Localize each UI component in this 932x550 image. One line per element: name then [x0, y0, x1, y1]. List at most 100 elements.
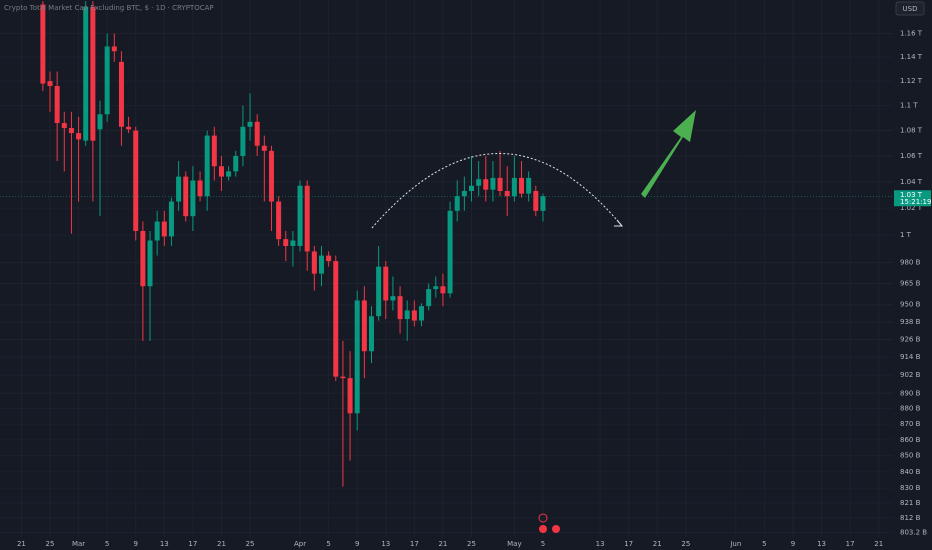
y-tick-label: 1.1 T [900, 102, 918, 110]
candle-body [247, 121, 253, 127]
x-tick-label: 21 [438, 540, 447, 548]
candle-body [397, 296, 403, 320]
candle-body [261, 145, 267, 151]
y-tick-label: 1.02 T [900, 204, 923, 212]
candle-body [111, 46, 117, 52]
candle-body [176, 176, 182, 202]
last-price-tag [894, 190, 931, 207]
candle-body [104, 46, 110, 115]
candle-body [76, 133, 82, 140]
x-tick-label: 17 [188, 540, 197, 548]
candle-body [333, 261, 339, 377]
candle-body [268, 150, 274, 202]
x-tick-label: 25 [46, 540, 55, 548]
candle-body [354, 300, 360, 414]
candle-body [368, 316, 374, 352]
y-tick-label: 803.2 B [900, 529, 927, 537]
candle-body [454, 196, 460, 211]
candle-body [204, 135, 210, 197]
candle-body [47, 81, 53, 87]
x-tick-label: 13 [817, 540, 826, 548]
time-axis [0, 537, 932, 550]
y-tick-label: 926 B [900, 335, 921, 343]
x-tick-label: 17 [846, 540, 855, 548]
y-tick-label: 890 B [900, 389, 921, 397]
candle-body [519, 177, 525, 194]
y-tick-label: 1.08 T [900, 127, 923, 135]
y-tick-label: 870 B [900, 420, 921, 428]
candle-body [54, 86, 60, 124]
candle-body [297, 185, 303, 246]
dotted-arc [371, 153, 623, 229]
y-tick-label: 821 B [900, 499, 921, 507]
x-tick-label: 5 [326, 540, 330, 548]
candle-body [147, 240, 153, 287]
y-tick-label: 840 B [900, 468, 921, 476]
x-tick-label: Mar [72, 540, 85, 548]
candle-body [526, 177, 532, 194]
candle-body [233, 155, 239, 172]
x-tick-label: Apr [294, 540, 306, 548]
candle-body [540, 196, 546, 211]
candle-body [168, 201, 174, 237]
candle-body [161, 221, 167, 237]
candle-body [440, 286, 446, 294]
candle-body [318, 255, 324, 274]
x-tick-label: 21 [653, 540, 662, 548]
candle-body [476, 179, 482, 186]
candle-body [254, 121, 260, 146]
y-tick-label: 980 B [900, 258, 921, 266]
candle-body [504, 190, 510, 197]
currency-label[interactable]: USD [903, 5, 918, 13]
candle-body [97, 114, 103, 130]
x-tick-label: May [507, 540, 521, 548]
candle-body [226, 171, 232, 177]
y-tick-label: 1.04 T [900, 178, 923, 186]
y-tick-label: 812 B [900, 514, 921, 522]
candle-body [418, 306, 424, 321]
candle-body [311, 251, 317, 274]
candle-body [240, 126, 246, 156]
currency-button[interactable] [895, 1, 925, 16]
x-tick-label: 21 [17, 540, 26, 548]
candle-body [511, 177, 517, 197]
x-tick-label: 13 [160, 540, 169, 548]
candle-body [390, 296, 396, 301]
candle-body [304, 185, 310, 252]
candle-body [497, 177, 503, 191]
candle-body [411, 310, 417, 321]
x-tick-label: 13 [596, 540, 605, 548]
candle-body [61, 123, 67, 129]
x-tick-label: 25 [467, 540, 476, 548]
candle-body [447, 210, 453, 294]
candle-body [140, 230, 146, 287]
x-tick-label: 25 [681, 540, 690, 548]
candle-body [118, 61, 124, 127]
axes: 803.2 B 812 B 821 B 830 B 840 B 850 B 860 B 870… [17, 30, 931, 548]
y-tick-label: 965 B [900, 279, 921, 287]
event-icon [539, 525, 547, 533]
y-tick-label: 830 B [900, 484, 921, 492]
arc-arrowhead [614, 219, 624, 227]
candle-body [361, 300, 367, 352]
candle-body [154, 221, 160, 241]
y-tick-label: 938 B [900, 318, 921, 326]
x-tick-label: 5 [541, 540, 545, 548]
x-tick-label: 9 [355, 540, 359, 548]
price-axis [893, 0, 932, 537]
grid [0, 0, 893, 537]
x-tick-label: Jun [729, 540, 741, 548]
candle-body [90, 6, 96, 141]
candle-body [218, 166, 224, 177]
x-tick-label: 9 [134, 540, 138, 548]
candle-body [40, 4, 46, 84]
x-tick-label: 13 [381, 540, 390, 548]
x-tick-label: 17 [624, 540, 633, 548]
candle-body [276, 201, 282, 240]
candle-body [83, 6, 89, 141]
candle-body [383, 266, 389, 301]
x-tick-label: 5 [105, 540, 109, 548]
candle-body [197, 180, 203, 197]
